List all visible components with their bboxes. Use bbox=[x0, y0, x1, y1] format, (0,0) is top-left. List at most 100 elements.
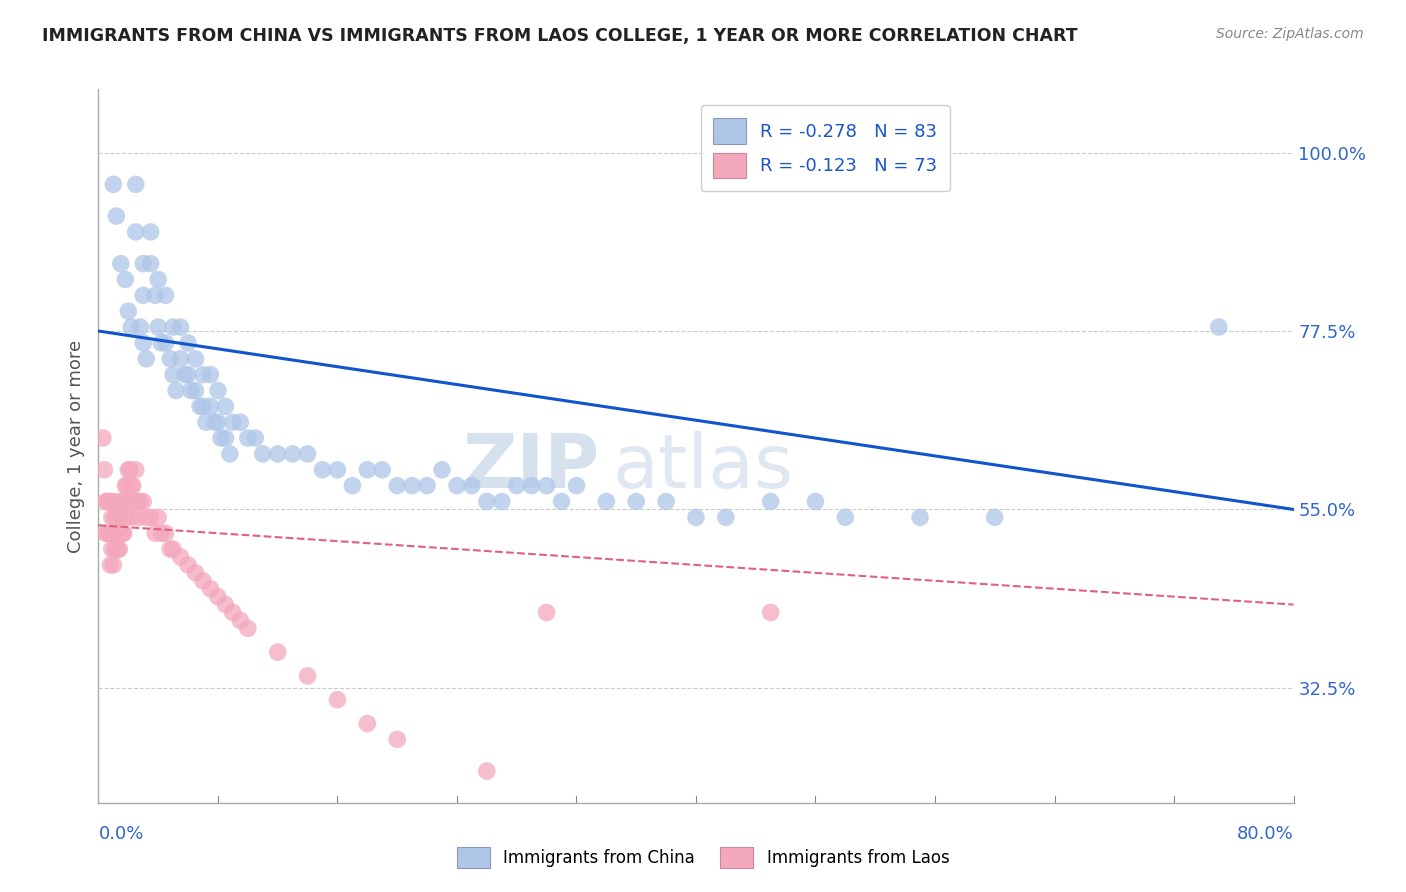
Point bbox=[98, 494, 122, 508]
Point bbox=[132, 335, 155, 350]
Point bbox=[101, 542, 124, 557]
Point bbox=[118, 463, 141, 477]
Point bbox=[214, 400, 236, 414]
Point bbox=[127, 494, 149, 508]
Point bbox=[759, 494, 782, 508]
Point bbox=[191, 368, 214, 382]
Point bbox=[135, 510, 157, 524]
Point bbox=[135, 351, 157, 366]
Point bbox=[209, 431, 232, 445]
Point bbox=[191, 574, 214, 588]
Point bbox=[155, 335, 177, 350]
Text: Source: ZipAtlas.com: Source: ZipAtlas.com bbox=[1216, 27, 1364, 41]
Point bbox=[195, 415, 218, 429]
Point bbox=[1208, 320, 1230, 334]
Point bbox=[984, 510, 1007, 524]
Point bbox=[162, 320, 184, 334]
Point bbox=[326, 463, 349, 477]
Point bbox=[120, 478, 142, 492]
Point bbox=[117, 463, 139, 477]
Point bbox=[117, 494, 139, 508]
Point bbox=[101, 510, 124, 524]
Point bbox=[297, 447, 319, 461]
Point bbox=[214, 598, 236, 612]
Point bbox=[108, 510, 131, 524]
Point bbox=[267, 447, 290, 461]
Point bbox=[430, 463, 453, 477]
Point bbox=[103, 558, 125, 572]
Point bbox=[120, 510, 142, 524]
Point bbox=[110, 494, 132, 508]
Point bbox=[98, 558, 122, 572]
Point bbox=[536, 478, 558, 492]
Point bbox=[128, 510, 150, 524]
Point bbox=[229, 614, 252, 628]
Point bbox=[491, 494, 513, 508]
Point bbox=[191, 400, 214, 414]
Point bbox=[229, 415, 252, 429]
Point bbox=[200, 400, 222, 414]
Point bbox=[148, 510, 170, 524]
Point bbox=[91, 431, 114, 445]
Point bbox=[155, 526, 177, 541]
Point bbox=[626, 494, 648, 508]
Point bbox=[110, 257, 132, 271]
Point bbox=[214, 431, 236, 445]
Point bbox=[125, 463, 148, 477]
Point bbox=[245, 431, 267, 445]
Point bbox=[94, 526, 117, 541]
Point bbox=[326, 692, 349, 706]
Point bbox=[94, 494, 117, 508]
Point bbox=[184, 566, 207, 580]
Point bbox=[111, 526, 134, 541]
Point bbox=[297, 669, 319, 683]
Point bbox=[565, 478, 588, 492]
Point bbox=[120, 320, 142, 334]
Point bbox=[103, 526, 125, 541]
Point bbox=[93, 463, 115, 477]
Point bbox=[129, 320, 152, 334]
Point bbox=[169, 320, 191, 334]
Point bbox=[98, 526, 122, 541]
Point bbox=[112, 526, 135, 541]
Point bbox=[416, 478, 439, 492]
Point bbox=[184, 384, 207, 398]
Point bbox=[834, 510, 856, 524]
Point bbox=[311, 463, 333, 477]
Point bbox=[132, 288, 155, 302]
Point bbox=[105, 542, 128, 557]
Point bbox=[115, 510, 138, 524]
Point bbox=[461, 478, 484, 492]
Point bbox=[129, 494, 152, 508]
Point bbox=[96, 494, 118, 508]
Point bbox=[177, 335, 200, 350]
Point bbox=[148, 320, 170, 334]
Point bbox=[139, 257, 162, 271]
Point bbox=[114, 272, 136, 286]
Point bbox=[207, 384, 229, 398]
Point bbox=[655, 494, 678, 508]
Point bbox=[150, 526, 173, 541]
Point bbox=[114, 510, 136, 524]
Point bbox=[236, 431, 259, 445]
Point bbox=[204, 415, 226, 429]
Point bbox=[124, 494, 146, 508]
Text: IMMIGRANTS FROM CHINA VS IMMIGRANTS FROM LAOS COLLEGE, 1 YEAR OR MORE CORRELATIO: IMMIGRANTS FROM CHINA VS IMMIGRANTS FROM… bbox=[42, 27, 1078, 45]
Point bbox=[371, 463, 394, 477]
Point bbox=[165, 384, 187, 398]
Point bbox=[356, 463, 378, 477]
Point bbox=[139, 225, 162, 239]
Point bbox=[132, 257, 155, 271]
Point bbox=[188, 400, 211, 414]
Point bbox=[446, 478, 468, 492]
Point bbox=[685, 510, 707, 524]
Point bbox=[804, 494, 827, 508]
Point bbox=[200, 368, 222, 382]
Point bbox=[908, 510, 931, 524]
Point bbox=[385, 732, 409, 747]
Point bbox=[162, 542, 184, 557]
Point bbox=[111, 494, 134, 508]
Point bbox=[103, 178, 125, 192]
Point bbox=[219, 447, 242, 461]
Point bbox=[143, 288, 166, 302]
